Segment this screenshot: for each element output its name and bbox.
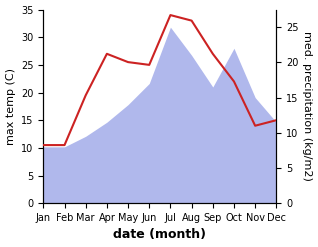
X-axis label: date (month): date (month) xyxy=(113,228,206,242)
Y-axis label: max temp (C): max temp (C) xyxy=(5,68,16,145)
Y-axis label: med. precipitation (kg/m2): med. precipitation (kg/m2) xyxy=(302,31,313,181)
